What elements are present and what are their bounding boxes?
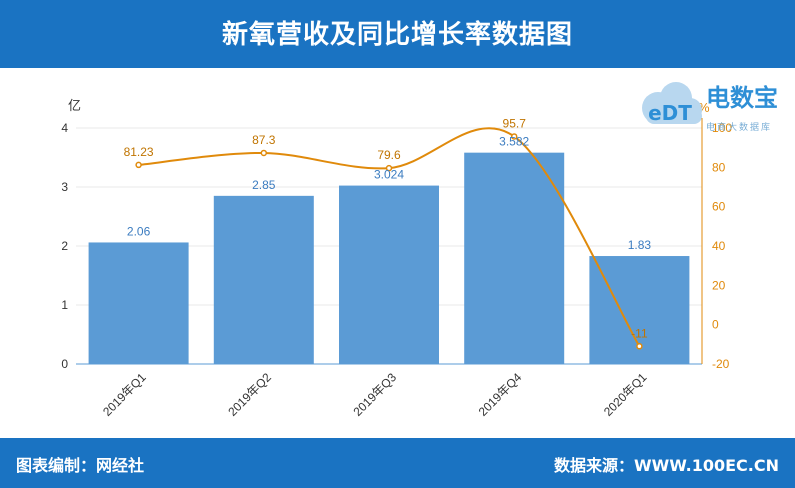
growth-rate-point xyxy=(135,161,142,169)
revenue-data-label: 3.024 xyxy=(374,168,404,182)
revenue-data-label: 1.83 xyxy=(628,238,652,252)
left-axis-tick: 2 xyxy=(61,239,68,253)
category-label: 2019年Q1 xyxy=(100,370,149,419)
right-axis-tick: 60 xyxy=(712,200,726,214)
left-axis-tick: 3 xyxy=(61,180,68,194)
growth-rate-point xyxy=(636,343,643,350)
growth-rate-data-label: 81.23 xyxy=(124,145,154,159)
left-axis-tick: 0 xyxy=(61,357,68,371)
growth-rate-point xyxy=(260,149,268,157)
category-label: 2020年Q1 xyxy=(601,370,650,419)
logo: eDT 电数宝 电商大数据库 xyxy=(628,74,788,138)
revenue-data-label: 2.06 xyxy=(127,224,151,238)
revenue-data-label: 3.582 xyxy=(499,135,529,149)
footer-source: 数据来源：WWW.100EC.CN xyxy=(553,456,779,475)
footer-bar: 图表编制：网经社 数据来源：WWW.100EC.CN xyxy=(0,438,795,488)
logo-badge: eDT xyxy=(648,101,692,125)
revenue-bar xyxy=(88,242,189,364)
cloud-logo-icon: eDT xyxy=(642,82,702,125)
revenue-bar xyxy=(339,185,439,364)
title-bar: 新氧营收及同比增长率数据图 xyxy=(0,0,795,68)
growth-rate-data-label: 87.3 xyxy=(252,133,276,147)
left-axis-tick: 4 xyxy=(61,121,68,135)
footer-editor: 图表编制：网经社 xyxy=(16,456,145,475)
revenue-bar xyxy=(464,152,565,364)
chart-title: 新氧营收及同比增长率数据图 xyxy=(221,20,573,50)
logo-name: 电数宝 xyxy=(706,84,778,112)
left-axis-label: 亿 xyxy=(68,99,81,114)
revenue-bar xyxy=(213,195,314,364)
category-label: 2019年Q2 xyxy=(225,370,274,419)
right-axis-tick: 20 xyxy=(712,278,726,292)
category-label: 2019年Q3 xyxy=(351,370,400,419)
growth-rate-data-label: -11 xyxy=(631,326,648,340)
right-axis-tick: 80 xyxy=(712,160,726,174)
growth-rate-data-label: 79.6 xyxy=(377,148,401,162)
right-axis-tick: 100 xyxy=(712,121,732,135)
revenue-data-label: 2.85 xyxy=(252,178,276,192)
growth-rate-point xyxy=(385,164,393,172)
category-label: 2019年Q4 xyxy=(476,370,525,419)
right-axis-tick: -20 xyxy=(712,357,730,371)
growth-rate-line xyxy=(138,127,641,347)
left-axis-tick: 1 xyxy=(61,298,68,312)
right-axis-tick: 40 xyxy=(712,239,726,253)
logo-subtitle: 电商大数据库 xyxy=(706,123,773,133)
right-axis-tick: 0 xyxy=(712,318,719,332)
growth-rate-point xyxy=(510,133,518,140)
growth-rate-data-label: 95.7 xyxy=(503,116,527,130)
